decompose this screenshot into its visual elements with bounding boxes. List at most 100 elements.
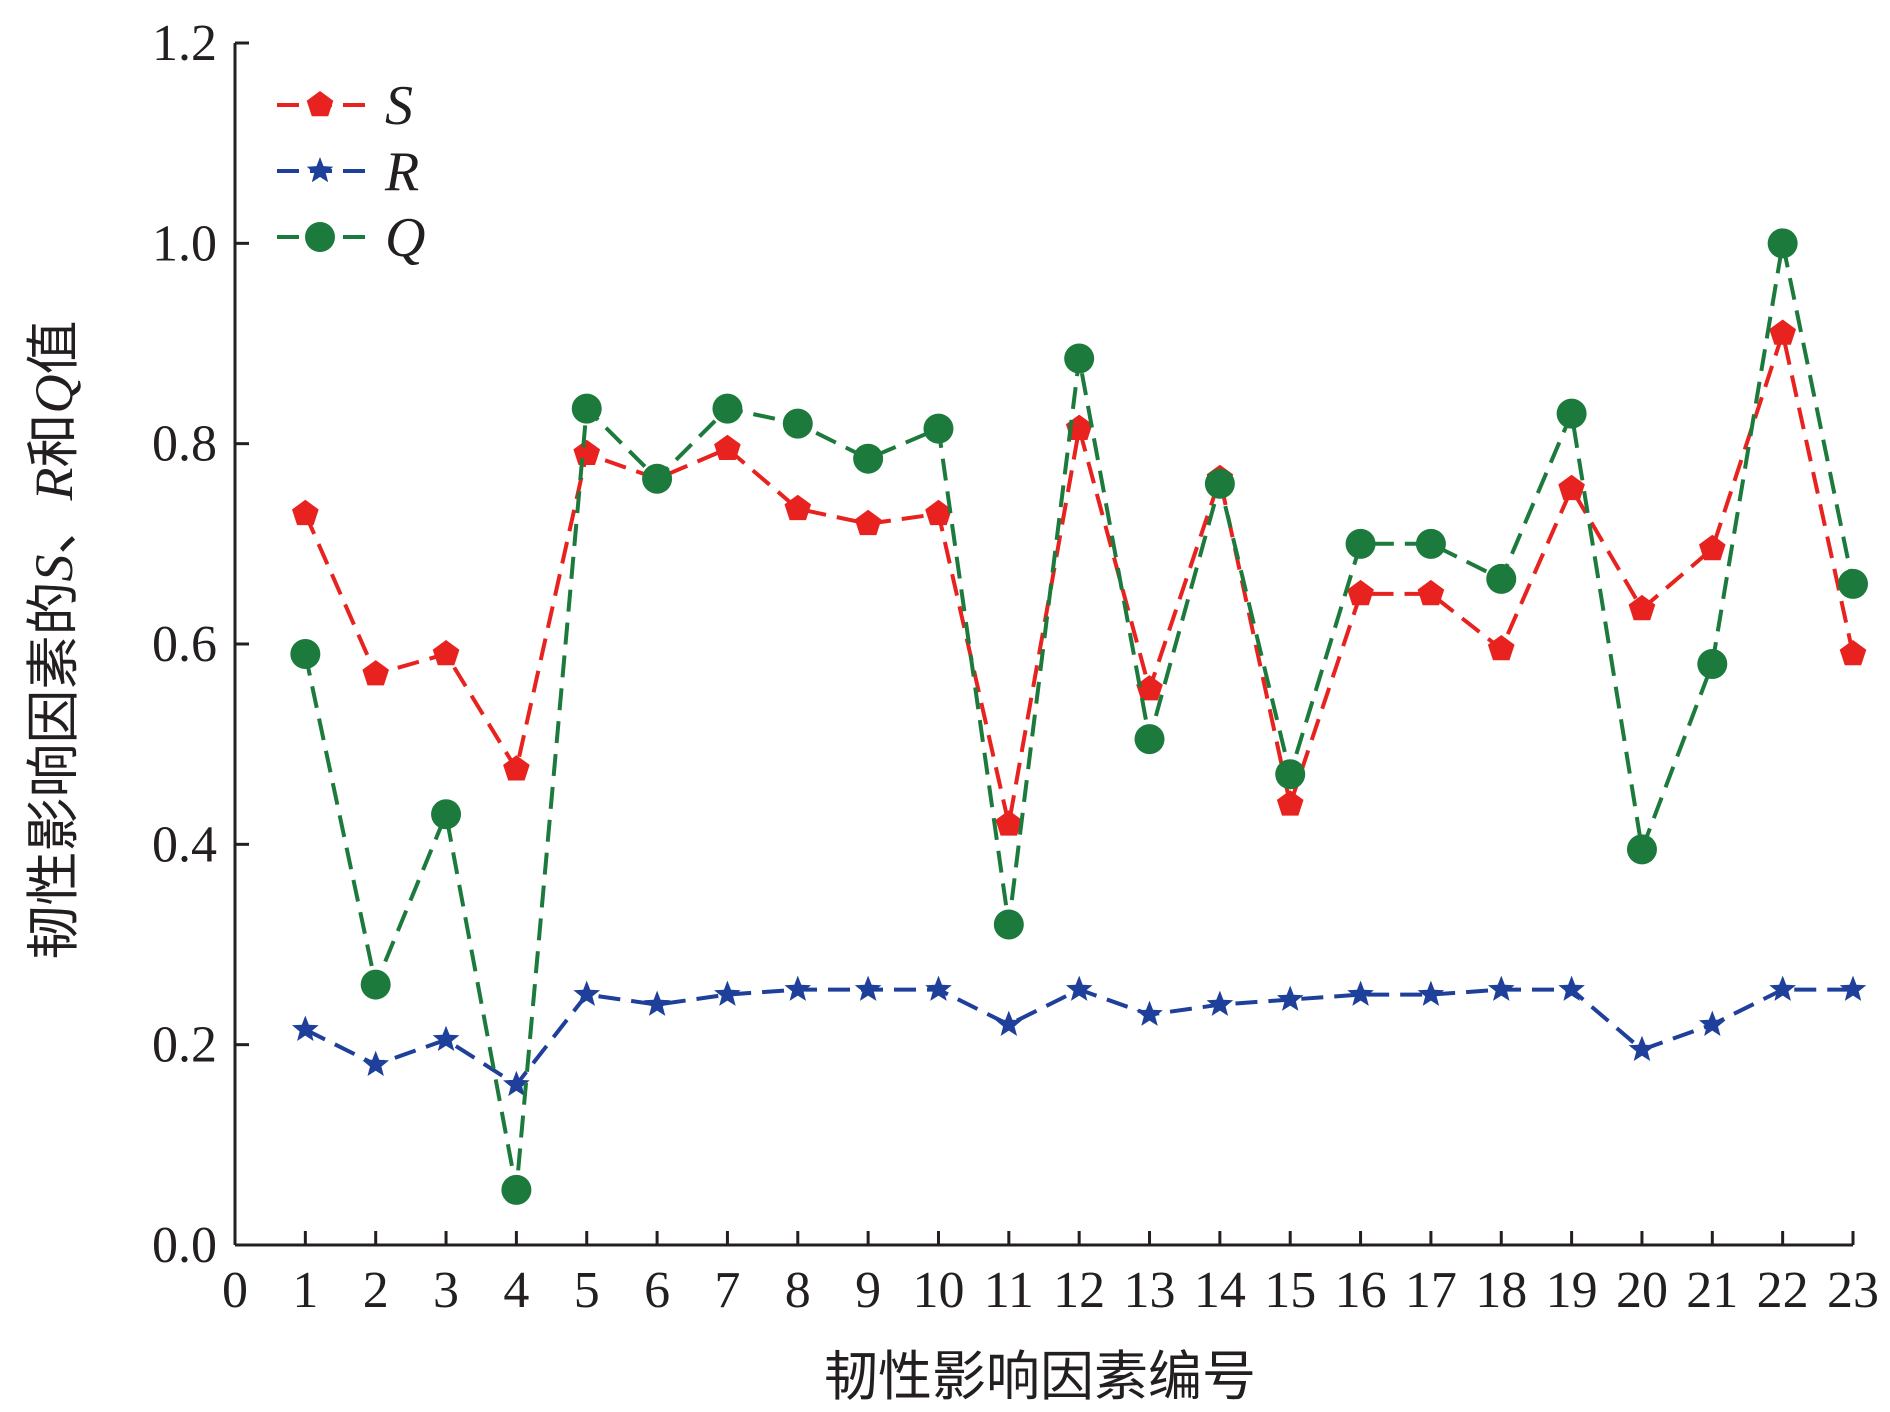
data-point [1558, 474, 1585, 501]
data-point [573, 980, 601, 1006]
x-tick-label: 8 [785, 1262, 811, 1319]
legend-entry-s: S [277, 75, 413, 137]
data-point [995, 810, 1023, 836]
data-point [1628, 594, 1656, 621]
data-point [925, 975, 952, 1001]
data-point [1345, 528, 1376, 559]
data-point [362, 1050, 389, 1076]
x-tick-label: 6 [644, 1262, 670, 1319]
legend: SRQ [277, 75, 425, 269]
data-point [1417, 579, 1445, 606]
data-point [573, 439, 601, 465]
data-point [571, 393, 602, 424]
legend-entry-r: R [277, 141, 419, 203]
data-point [853, 443, 884, 474]
data-point [503, 1070, 530, 1097]
data-point [714, 434, 741, 460]
data-point [1134, 724, 1165, 755]
y-axis-title-part: 、 [22, 501, 85, 555]
y-tick-label: 0.0 [152, 1217, 217, 1274]
y-axis-title-part: 和 [22, 414, 85, 468]
x-tick-label: 18 [1475, 1262, 1527, 1319]
x-tick-label: 20 [1616, 1262, 1668, 1319]
legend-entry-q: Q [277, 207, 425, 269]
data-point [643, 990, 671, 1016]
y-axis-title-part: R [24, 468, 84, 502]
y-tick-label: 0.8 [152, 416, 217, 473]
data-point [431, 799, 462, 830]
x-tick-label: 11 [984, 1262, 1034, 1319]
series-r [292, 975, 1867, 1097]
x-tick-label: 17 [1405, 1262, 1457, 1319]
data-point [1838, 568, 1868, 599]
x-tick-label: 1 [292, 1262, 318, 1319]
data-point [1136, 1000, 1163, 1026]
data-point [1628, 1035, 1656, 1061]
data-point [782, 408, 813, 439]
data-point [1839, 975, 1867, 1001]
data-point [1699, 1010, 1726, 1036]
y-axis-title-part: S [24, 555, 84, 582]
data-point [1558, 975, 1585, 1001]
legend-label: Q [385, 207, 425, 269]
data-point [1064, 343, 1095, 374]
y-axis-title-part: 韧性影响因素的 [22, 582, 85, 960]
data-point [784, 975, 812, 1001]
y-tick-label: 0.2 [152, 1017, 217, 1074]
data-point [784, 494, 812, 521]
data-point [1415, 528, 1446, 559]
data-point [292, 499, 319, 526]
legend-marker [306, 91, 334, 117]
data-point [1699, 534, 1726, 561]
x-tick-label: 9 [855, 1262, 881, 1319]
data-point [1487, 975, 1515, 1001]
x-tick-label: 4 [503, 1262, 529, 1319]
x-tick-label: 13 [1124, 1262, 1176, 1319]
x-tick-label: 22 [1757, 1262, 1809, 1319]
data-point [995, 1010, 1023, 1036]
x-tick-label: 21 [1686, 1262, 1738, 1319]
x-tick-label: 0 [222, 1262, 248, 1319]
data-point [923, 413, 954, 444]
data-point [642, 463, 673, 494]
x-axis-title: 韧性影响因素编号 [824, 1345, 1256, 1408]
legend-marker [306, 157, 334, 183]
data-point [854, 975, 882, 1001]
series-s [292, 319, 1867, 836]
data-point [1417, 980, 1445, 1006]
data-point [714, 980, 741, 1006]
data-point [1839, 640, 1867, 666]
series-group [290, 228, 1868, 1205]
y-tick-label: 1.0 [152, 215, 217, 272]
data-point [432, 1025, 460, 1051]
x-tick-label: 10 [912, 1262, 964, 1319]
x-tick-label: 3 [433, 1262, 459, 1319]
data-point [290, 639, 321, 670]
data-point [362, 660, 389, 686]
legend-label: S [385, 75, 413, 137]
x-tick-label: 5 [574, 1262, 600, 1319]
data-point [1486, 563, 1517, 594]
legend-marker [305, 222, 335, 252]
data-point [1767, 228, 1798, 259]
data-point [1347, 980, 1374, 1006]
data-point [1697, 649, 1728, 680]
x-tick-label: 7 [714, 1262, 740, 1319]
x-tick-label: 12 [1053, 1262, 1105, 1319]
data-point [1065, 975, 1093, 1001]
y-tick-label: 1.2 [152, 15, 217, 72]
data-point [1487, 635, 1515, 661]
x-tick-label: 2 [363, 1262, 389, 1319]
x-tick-label: 16 [1335, 1262, 1387, 1319]
series-q [290, 228, 1868, 1205]
y-axis-title: 韧性影响因素的S、R和Q值 [22, 321, 85, 960]
data-point [712, 393, 743, 424]
x-tick-label: 14 [1194, 1262, 1246, 1319]
data-point [501, 1174, 532, 1205]
legend-label: R [384, 141, 419, 203]
x-tick-label: 23 [1827, 1262, 1879, 1319]
x-tick-label: 19 [1546, 1262, 1598, 1319]
data-point [432, 640, 460, 666]
y-axis-title-part: Q [24, 375, 84, 414]
